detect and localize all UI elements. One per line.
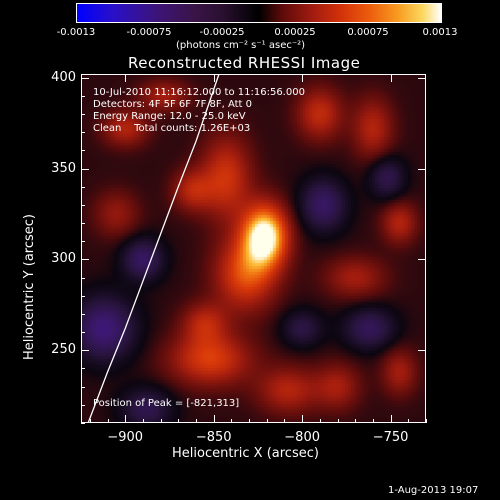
x-tick <box>390 415 392 423</box>
y-minor-tick <box>81 150 85 152</box>
y-tick-label: 250 <box>51 342 76 358</box>
x-minor-tick <box>107 419 109 423</box>
x-tick <box>213 415 215 423</box>
x-minor-tick <box>160 419 162 423</box>
colorbar-tick: -0.00025 <box>199 27 245 38</box>
y-minor-tick <box>81 223 85 225</box>
y-tick <box>81 77 89 79</box>
detectors-text: Detectors: 4F 5F 6F 7F 8F, Att 0 <box>93 99 253 110</box>
colorbar-tick: 0.0013 <box>422 27 458 38</box>
y-minor-tick <box>81 313 85 315</box>
x-minor-tick <box>231 419 233 423</box>
y-tick <box>418 259 426 261</box>
y-minor-tick <box>81 204 85 206</box>
y-minor-tick <box>81 95 85 97</box>
y-axis-label: Heliocentric Y (arcsec) <box>22 214 37 360</box>
time-range-text: 10-Jul-2010 11:16:12.000 to 11:16:56.000 <box>93 87 305 98</box>
peak-position-text: Position of Peak = [-821,313] <box>93 398 240 409</box>
y-tick-label: 300 <box>51 251 76 267</box>
x-minor-tick <box>319 419 321 423</box>
colorbar-tick: 0.00075 <box>347 27 389 38</box>
x-tick <box>390 74 392 82</box>
datestamp: 1-Aug-2013 19:07 <box>388 485 479 496</box>
x-minor-tick <box>266 419 268 423</box>
x-minor-tick <box>89 419 91 423</box>
x-tick <box>125 415 127 423</box>
y-minor-tick <box>81 113 85 115</box>
y-tick <box>418 350 426 352</box>
chart-title: Reconstructed RHESSI Image <box>128 54 361 72</box>
y-tick-label: 350 <box>51 160 76 176</box>
y-minor-tick <box>81 241 85 243</box>
y-tick <box>81 350 89 352</box>
x-tick <box>302 74 304 82</box>
x-minor-tick <box>196 419 197 423</box>
x-tick-label: −900 <box>107 430 144 445</box>
colorbar-units: (photons cm⁻² s⁻¹ asec⁻²) <box>176 40 306 51</box>
clean-total-counts-text: Clean Total counts: 1.26E+03 <box>93 123 251 134</box>
colorbar <box>76 3 442 23</box>
x-minor-tick <box>142 419 144 423</box>
x-minor-tick <box>337 419 339 423</box>
y-minor-tick <box>81 186 85 188</box>
heatmap-area <box>81 74 426 423</box>
colorbar-tick: -0.00075 <box>126 27 172 38</box>
y-tick <box>418 168 426 170</box>
x-minor-tick <box>426 419 427 423</box>
colorbar-tick: -0.0013 <box>56 27 96 38</box>
x-tick <box>302 415 304 423</box>
x-tick-label: −750 <box>372 430 409 445</box>
solar-limb-line <box>87 74 220 423</box>
x-axis-label: Heliocentric X (arcsec) <box>172 446 319 461</box>
x-minor-tick <box>355 419 357 423</box>
x-tick <box>125 74 127 82</box>
y-tick <box>81 259 89 261</box>
energy-range-text: Energy Range: 12.0 - 25.0 keV <box>93 111 246 122</box>
x-minor-tick <box>408 419 410 423</box>
colorbar-tick: 0.00025 <box>274 27 316 38</box>
y-minor-tick <box>81 295 85 297</box>
y-minor-tick <box>81 277 85 279</box>
x-tick-label: −850 <box>195 430 232 445</box>
x-minor-tick <box>372 419 374 423</box>
x-minor-tick <box>284 419 286 423</box>
heatmap-canvas <box>81 74 426 423</box>
y-minor-tick <box>81 423 85 424</box>
y-tick <box>81 168 89 170</box>
solar-limb-overlay <box>87 74 220 423</box>
y-tick-label: 400 <box>51 69 76 85</box>
y-minor-tick <box>81 386 85 388</box>
x-minor-tick <box>249 419 251 423</box>
x-tick-label: −800 <box>284 430 320 445</box>
y-minor-tick <box>81 368 85 370</box>
y-minor-tick <box>81 132 85 134</box>
y-minor-tick <box>81 332 85 334</box>
y-tick <box>418 77 426 79</box>
x-minor-tick <box>178 419 180 423</box>
x-tick <box>213 74 215 82</box>
y-minor-tick <box>81 404 85 406</box>
